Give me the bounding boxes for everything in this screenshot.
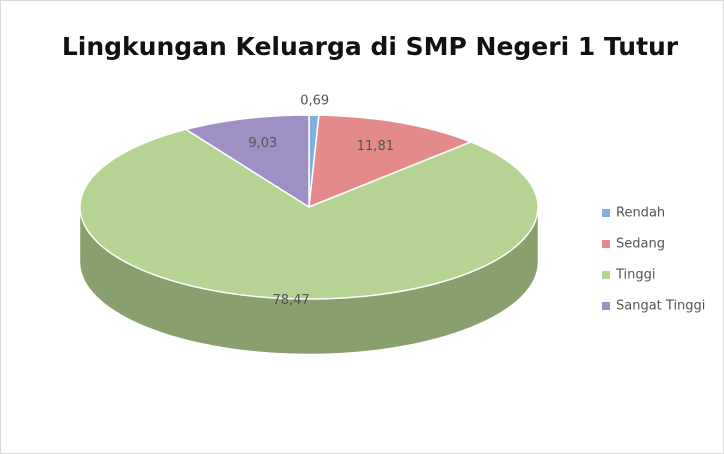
legend-label: Tinggi <box>615 268 656 283</box>
slice <box>79 128 539 300</box>
slice <box>184 114 310 209</box>
legend-label: Rendah <box>616 206 665 221</box>
chart-title: Lingkungan Keluarga di SMP Negeri 1 Tutu… <box>62 32 679 61</box>
legend-label: Sangat Tinggi <box>616 299 705 314</box>
data-label: 0,69 <box>300 94 329 109</box>
legend-swatch <box>602 240 610 248</box>
legend-swatch <box>602 271 610 279</box>
data-label: 78,47 <box>272 293 309 308</box>
slice <box>308 114 473 209</box>
data-label: 11,81 <box>357 139 394 154</box>
legend-swatch <box>602 302 610 310</box>
legend-swatch <box>602 209 610 217</box>
data-label: 9,03 <box>248 136 277 151</box>
legend-label: Sedang <box>616 237 665 252</box>
